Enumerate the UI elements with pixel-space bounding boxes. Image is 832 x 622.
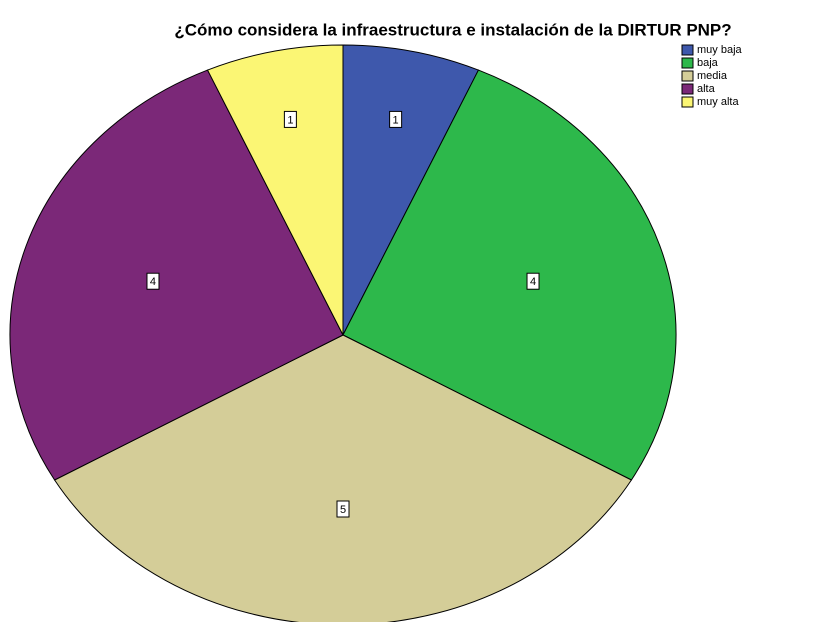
chart-title: ¿Cómo considera la infraestructura e ins… [174, 20, 731, 39]
data-label: 4 [150, 276, 156, 288]
legend-swatch [681, 83, 694, 95]
legend-swatch [681, 57, 694, 69]
data-label-box [283, 110, 297, 128]
data-label-box [389, 110, 403, 128]
data-label-box [526, 272, 540, 290]
pie-slice [342, 69, 677, 481]
legend-label: alta [697, 83, 716, 95]
legend-swatch [681, 70, 694, 82]
legend-swatch [681, 44, 694, 56]
data-label-box [146, 272, 160, 290]
legend-label: baja [697, 57, 719, 69]
pie-slice [342, 44, 480, 336]
legend-label: muy alta [697, 96, 739, 108]
data-label: 1 [393, 114, 399, 126]
pie-slice [53, 334, 633, 622]
data-label: 1 [287, 114, 293, 126]
legend-swatch [681, 96, 694, 108]
legend-label: media [697, 70, 728, 82]
data-label: 5 [340, 504, 346, 516]
pie-slice [206, 44, 344, 336]
data-label: 4 [530, 276, 536, 288]
data-label-box [336, 500, 350, 518]
legend-label: muy baja [697, 44, 743, 56]
